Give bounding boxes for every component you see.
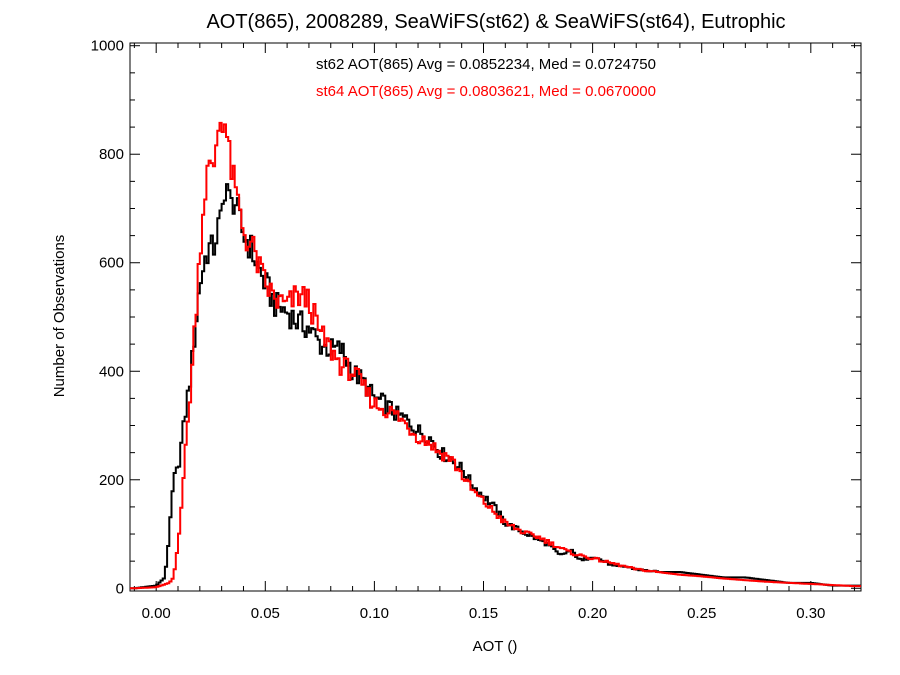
x-tick-label: 0.00 <box>142 605 171 622</box>
chart-title: AOT(865), 2008289, SeaWiFS(st62) & SeaWi… <box>206 11 785 33</box>
y-tick-label: 1000 <box>91 38 124 55</box>
series-line-0 <box>130 183 861 590</box>
y-tick-label: 400 <box>99 363 124 380</box>
series-line-1 <box>130 121 861 590</box>
x-tick-label: 0.25 <box>687 605 716 622</box>
plot-frame <box>129 42 862 592</box>
stats-label-st64: st64 AOT(865) Avg = 0.0803621, Med = 0.0… <box>316 83 656 100</box>
y-tick-label: 200 <box>99 472 124 489</box>
x-axis-title: AOT () <box>473 638 518 655</box>
x-tick-label: 0.15 <box>469 605 498 622</box>
y-axis-title: Number of Observations <box>51 235 68 398</box>
x-tick-label: 0.30 <box>796 605 825 622</box>
y-tick-label: 600 <box>99 255 124 272</box>
x-axis-ticks: 0.00 0.05 0.10 0.15 0.20 0.25 0.30 <box>133 43 855 622</box>
series-layer <box>130 121 861 590</box>
y-tick-label: 800 <box>99 146 124 163</box>
x-tick-label: 0.10 <box>360 605 389 622</box>
x-tick-label: 0.05 <box>251 605 280 622</box>
stats-label-st62: st62 AOT(865) Avg = 0.0852234, Med = 0.0… <box>316 56 656 73</box>
y-axis-ticks: 0 200 400 600 800 1000 <box>91 38 861 597</box>
x-tick-label: 0.20 <box>578 605 607 622</box>
y-tick-label: 0 <box>116 580 124 597</box>
